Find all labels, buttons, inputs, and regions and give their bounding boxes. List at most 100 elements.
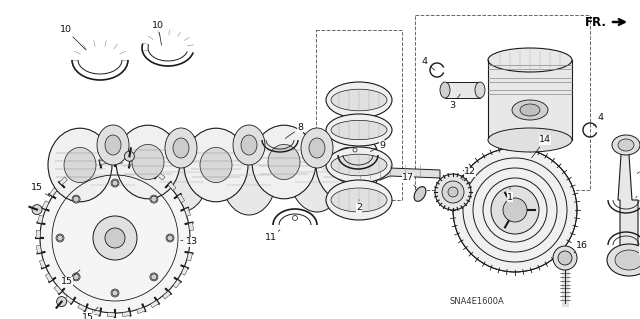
Ellipse shape [331, 120, 387, 140]
Text: 6: 6 [637, 164, 640, 174]
Ellipse shape [326, 82, 392, 118]
Ellipse shape [57, 235, 63, 241]
Bar [316, 30, 402, 200]
Ellipse shape [173, 138, 189, 158]
Ellipse shape [132, 145, 164, 180]
Ellipse shape [618, 139, 634, 151]
Circle shape [491, 186, 539, 234]
Ellipse shape [326, 180, 392, 220]
Text: 3: 3 [449, 94, 460, 109]
Polygon shape [122, 312, 131, 317]
Circle shape [32, 204, 42, 215]
Polygon shape [189, 238, 194, 246]
Text: 17: 17 [402, 174, 416, 188]
Ellipse shape [241, 135, 257, 155]
Text: 15: 15 [61, 270, 80, 286]
Circle shape [105, 228, 125, 248]
Ellipse shape [167, 235, 173, 241]
Polygon shape [187, 253, 193, 261]
Ellipse shape [553, 246, 577, 270]
Text: 4: 4 [422, 57, 435, 70]
Circle shape [150, 273, 158, 281]
Text: 13: 13 [180, 238, 198, 247]
Polygon shape [144, 165, 152, 172]
Ellipse shape [151, 196, 157, 202]
Circle shape [56, 234, 64, 242]
Text: 5: 5 [0, 318, 1, 319]
Ellipse shape [326, 114, 392, 146]
Text: 1: 1 [507, 188, 513, 202]
Polygon shape [173, 280, 180, 288]
Polygon shape [181, 267, 188, 275]
Polygon shape [168, 182, 176, 190]
Circle shape [166, 234, 174, 242]
Polygon shape [163, 291, 171, 299]
Circle shape [93, 216, 137, 260]
Text: SNA4E1600A: SNA4E1600A [450, 298, 504, 307]
Circle shape [111, 289, 119, 297]
Text: FR.: FR. [585, 16, 607, 28]
Polygon shape [77, 304, 86, 311]
Polygon shape [40, 260, 45, 268]
Text: 11: 11 [265, 230, 280, 242]
Polygon shape [137, 307, 145, 314]
Circle shape [442, 181, 464, 203]
Ellipse shape [289, 132, 345, 212]
Text: 8: 8 [285, 123, 303, 138]
Bar [488, 60, 572, 140]
Polygon shape [38, 215, 44, 223]
Ellipse shape [512, 100, 548, 120]
Circle shape [435, 174, 471, 210]
Circle shape [124, 151, 134, 161]
Ellipse shape [331, 154, 387, 176]
Bar [415, 15, 590, 190]
Ellipse shape [331, 89, 387, 111]
Circle shape [448, 187, 458, 197]
Polygon shape [115, 159, 123, 163]
Ellipse shape [233, 125, 265, 165]
Ellipse shape [165, 128, 197, 168]
Polygon shape [150, 300, 159, 308]
Polygon shape [618, 140, 638, 260]
Ellipse shape [105, 135, 121, 155]
Ellipse shape [221, 135, 277, 215]
Polygon shape [184, 208, 191, 216]
Text: 10: 10 [60, 26, 86, 50]
Polygon shape [59, 177, 67, 185]
Circle shape [57, 297, 67, 307]
Ellipse shape [64, 147, 96, 182]
Ellipse shape [309, 138, 325, 158]
Polygon shape [108, 313, 115, 317]
Circle shape [72, 195, 80, 203]
Polygon shape [100, 160, 108, 164]
Ellipse shape [326, 147, 392, 183]
Polygon shape [45, 273, 52, 282]
Polygon shape [189, 223, 194, 231]
Ellipse shape [558, 251, 572, 265]
Polygon shape [42, 201, 49, 209]
Circle shape [353, 148, 357, 152]
Circle shape [292, 216, 298, 220]
Ellipse shape [331, 188, 387, 212]
Polygon shape [130, 160, 138, 166]
Ellipse shape [475, 82, 485, 98]
Ellipse shape [116, 125, 180, 199]
Text: 14: 14 [532, 136, 551, 158]
Ellipse shape [615, 250, 640, 270]
Text: 15: 15 [82, 307, 98, 319]
Polygon shape [54, 286, 62, 294]
Ellipse shape [268, 145, 300, 180]
Ellipse shape [112, 290, 118, 296]
Polygon shape [177, 194, 185, 203]
Bar [445, 82, 480, 98]
Polygon shape [36, 245, 42, 253]
Polygon shape [92, 310, 100, 315]
Ellipse shape [85, 135, 141, 215]
Ellipse shape [48, 128, 112, 202]
Circle shape [111, 179, 119, 187]
Polygon shape [65, 296, 74, 304]
Ellipse shape [153, 132, 209, 212]
Ellipse shape [200, 147, 232, 182]
Text: 7: 7 [636, 186, 640, 198]
Polygon shape [71, 168, 79, 176]
